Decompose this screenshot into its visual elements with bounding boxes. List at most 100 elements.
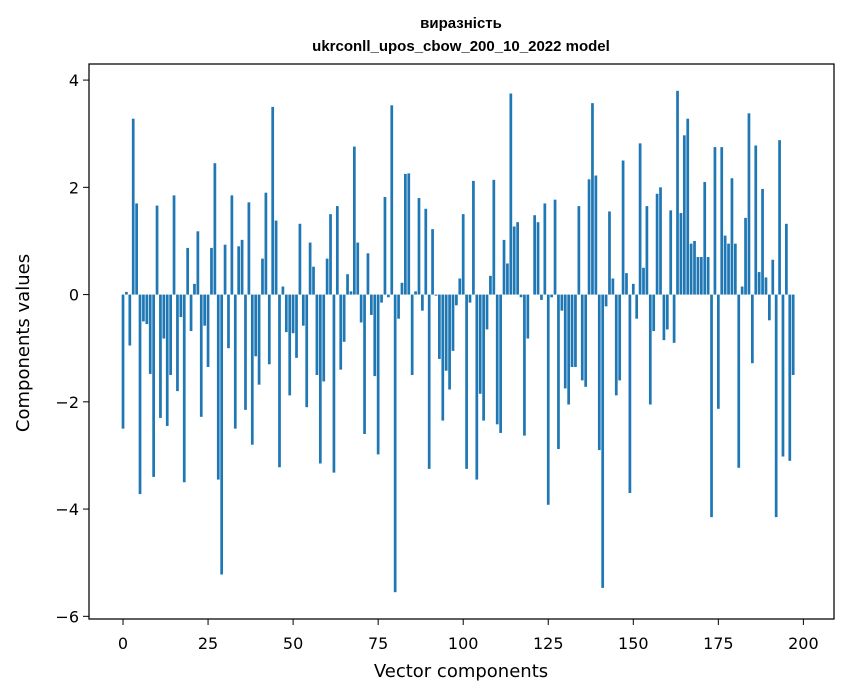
bar bbox=[267, 294, 271, 365]
bar bbox=[376, 294, 380, 455]
bar bbox=[468, 294, 472, 303]
chart-subtitle: ukrconll_upos_cbow_200_10_2022 model bbox=[312, 38, 610, 55]
bar bbox=[397, 294, 400, 319]
bar bbox=[733, 243, 737, 295]
bar bbox=[329, 214, 332, 295]
bar bbox=[162, 294, 166, 339]
bar bbox=[288, 294, 292, 396]
bar bbox=[159, 294, 162, 418]
bar bbox=[662, 294, 666, 341]
bar bbox=[223, 244, 227, 295]
bar bbox=[703, 181, 707, 295]
bar bbox=[404, 173, 407, 295]
bar bbox=[495, 294, 499, 425]
bar bbox=[485, 294, 489, 330]
bar bbox=[193, 283, 196, 295]
bar bbox=[261, 258, 264, 295]
bar bbox=[557, 294, 560, 450]
bar bbox=[257, 294, 261, 385]
bar bbox=[710, 294, 713, 518]
bar bbox=[621, 160, 625, 295]
bar bbox=[781, 294, 785, 457]
bar bbox=[125, 291, 128, 295]
bar bbox=[138, 294, 142, 495]
bar bbox=[523, 294, 526, 436]
bar bbox=[237, 246, 241, 295]
bar bbox=[427, 294, 431, 469]
x-tick-label: 175 bbox=[703, 634, 734, 653]
bar bbox=[186, 247, 190, 295]
bar bbox=[458, 278, 462, 295]
bar bbox=[696, 257, 700, 295]
bar bbox=[455, 294, 458, 306]
bar bbox=[346, 274, 349, 295]
bar bbox=[785, 223, 788, 295]
bar bbox=[335, 206, 339, 295]
bar bbox=[264, 192, 268, 295]
bar bbox=[461, 214, 465, 295]
bar bbox=[431, 229, 434, 295]
bar bbox=[363, 294, 366, 434]
bar bbox=[587, 179, 591, 295]
bar bbox=[638, 143, 642, 295]
bar bbox=[768, 294, 771, 321]
bar bbox=[152, 294, 155, 477]
y-tick-label: −2 bbox=[55, 393, 79, 412]
bar bbox=[240, 239, 244, 295]
bar bbox=[652, 294, 656, 332]
bar-series bbox=[121, 90, 795, 593]
bar bbox=[410, 294, 414, 376]
y-tick-label: −6 bbox=[55, 607, 79, 626]
bar bbox=[472, 180, 475, 295]
bar bbox=[499, 294, 502, 433]
bar bbox=[788, 294, 792, 461]
bar bbox=[679, 213, 683, 295]
bar bbox=[441, 294, 445, 421]
bar bbox=[390, 105, 394, 295]
bar bbox=[172, 195, 176, 295]
bar bbox=[740, 286, 744, 295]
bar bbox=[434, 294, 438, 296]
bar bbox=[216, 294, 220, 480]
bar bbox=[318, 294, 322, 464]
bar bbox=[567, 294, 571, 405]
y-tick-label: 4 bbox=[69, 71, 79, 90]
bar bbox=[148, 294, 152, 374]
x-tick-label: 75 bbox=[368, 634, 388, 653]
bar bbox=[448, 294, 451, 390]
bar bbox=[502, 239, 506, 295]
bar bbox=[478, 294, 482, 394]
bar bbox=[594, 175, 598, 295]
y-tick-label: 2 bbox=[69, 178, 79, 197]
bar bbox=[247, 202, 251, 295]
bar bbox=[727, 243, 730, 295]
bar bbox=[560, 294, 564, 311]
bar bbox=[526, 294, 530, 339]
bar bbox=[642, 267, 645, 295]
bar bbox=[339, 294, 343, 370]
bar bbox=[176, 294, 179, 392]
bar bbox=[295, 294, 298, 358]
bar bbox=[380, 294, 383, 303]
y-tick-label: −4 bbox=[55, 500, 79, 519]
bar bbox=[305, 294, 309, 408]
bar bbox=[509, 93, 513, 295]
bar bbox=[227, 294, 230, 349]
bar bbox=[543, 203, 547, 295]
bar bbox=[169, 294, 172, 376]
bar bbox=[618, 294, 622, 381]
bar bbox=[271, 106, 275, 295]
bar bbox=[645, 206, 649, 295]
bar bbox=[315, 294, 319, 376]
bar bbox=[387, 294, 390, 298]
y-axis-ticks: −6 −4 −2 0 2 4 bbox=[55, 71, 89, 626]
bar bbox=[689, 243, 693, 295]
bar bbox=[672, 294, 676, 343]
bar bbox=[284, 294, 288, 333]
x-tick-label: 50 bbox=[283, 634, 303, 653]
bar bbox=[145, 294, 149, 325]
bar bbox=[584, 294, 588, 387]
bar bbox=[580, 294, 584, 381]
bar bbox=[774, 294, 778, 518]
bar bbox=[451, 294, 455, 351]
